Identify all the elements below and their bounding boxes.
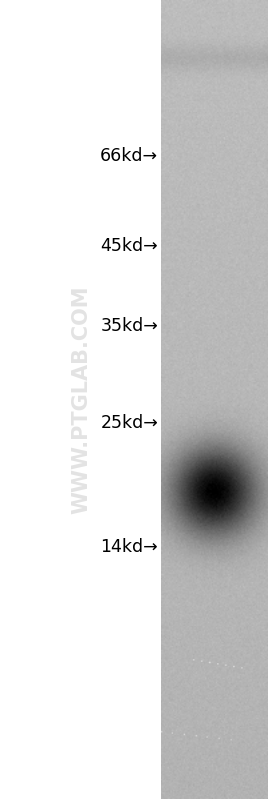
Text: 45kd→: 45kd→ xyxy=(101,237,158,255)
Text: 14kd→: 14kd→ xyxy=(101,539,158,556)
Text: 35kd→: 35kd→ xyxy=(101,317,158,335)
Text: 25kd→: 25kd→ xyxy=(101,415,158,432)
Text: WWW.PTGLAB.COM: WWW.PTGLAB.COM xyxy=(71,285,91,514)
Text: 66kd→: 66kd→ xyxy=(100,147,158,165)
